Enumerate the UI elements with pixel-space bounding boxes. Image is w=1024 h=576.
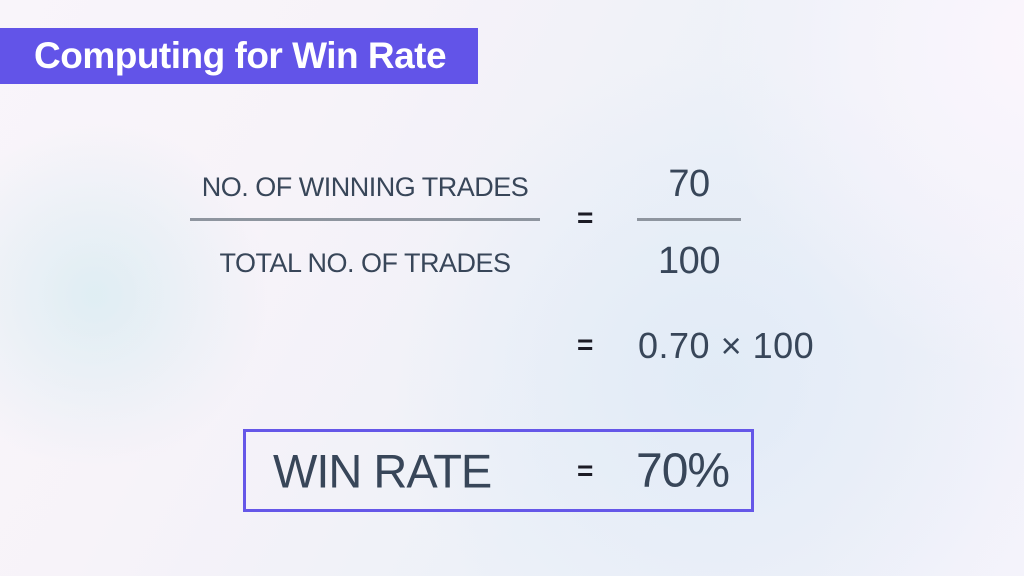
numerator-winning-trades: NO. OF WINNING TRADES: [201, 172, 529, 202]
numerator-value-70: 70: [668, 163, 710, 205]
equals-sign-2: =: [577, 329, 594, 360]
equals-sign-1: =: [577, 202, 594, 233]
win-rate-label: WIN RATE: [273, 444, 492, 497]
result-box: WIN RATE = 70%: [243, 429, 754, 512]
denominator-value-100: 100: [658, 240, 720, 282]
fraction-bar-right: [637, 218, 741, 221]
denominator-total-trades: TOTAL NO. OF TRADES: [219, 248, 511, 278]
equals-sign-3: =: [577, 454, 594, 486]
win-rate-value: 70%: [636, 444, 730, 497]
page-title: Computing for Win Rate: [34, 35, 447, 76]
title-banner: Computing for Win Rate: [0, 28, 478, 84]
multiplication-expression: 0.70 × 100: [638, 325, 815, 366]
fraction-bar-left: [190, 218, 540, 221]
